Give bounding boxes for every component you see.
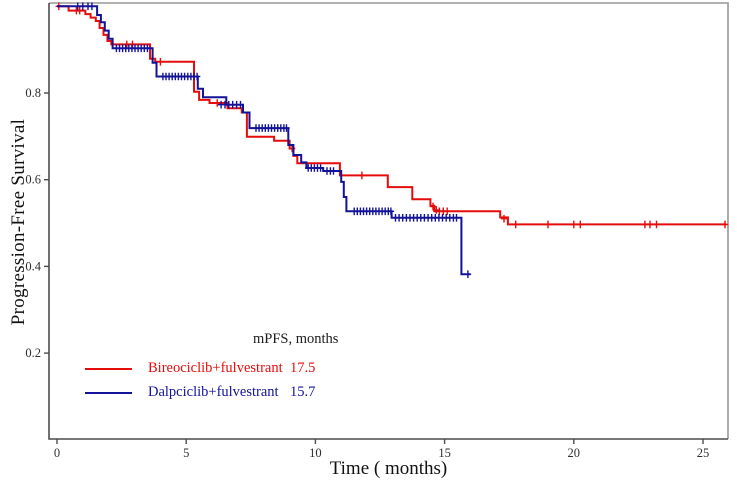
- survival-curve-dalpciclib: [57, 5, 471, 276]
- x-tick-label: 25: [697, 446, 710, 460]
- x-axis-title: Time ( months): [329, 458, 448, 479]
- censor-marks-dalpciclib: [74, 2, 472, 278]
- y-tick-label: 0.8: [25, 86, 41, 100]
- censor-marks-bireociclib: [55, 2, 729, 229]
- x-tick-label: 10: [309, 446, 322, 460]
- x-tick-label: 0: [54, 446, 60, 460]
- x-tick-label: 5: [183, 446, 189, 460]
- survival-curve-bireociclib: [57, 5, 727, 226]
- plot-border-top-right: [49, 2, 729, 439]
- x-tick-label: 15: [438, 446, 451, 460]
- plot-axes: [48, 3, 728, 440]
- y-axis-title: Progression-Free Survival: [8, 118, 29, 326]
- y-tick-label: 0.2: [25, 346, 41, 360]
- x-tick-label: 20: [568, 446, 581, 460]
- y-tick-label: 0.6: [25, 173, 41, 187]
- y-tick-label: 0.4: [25, 259, 41, 273]
